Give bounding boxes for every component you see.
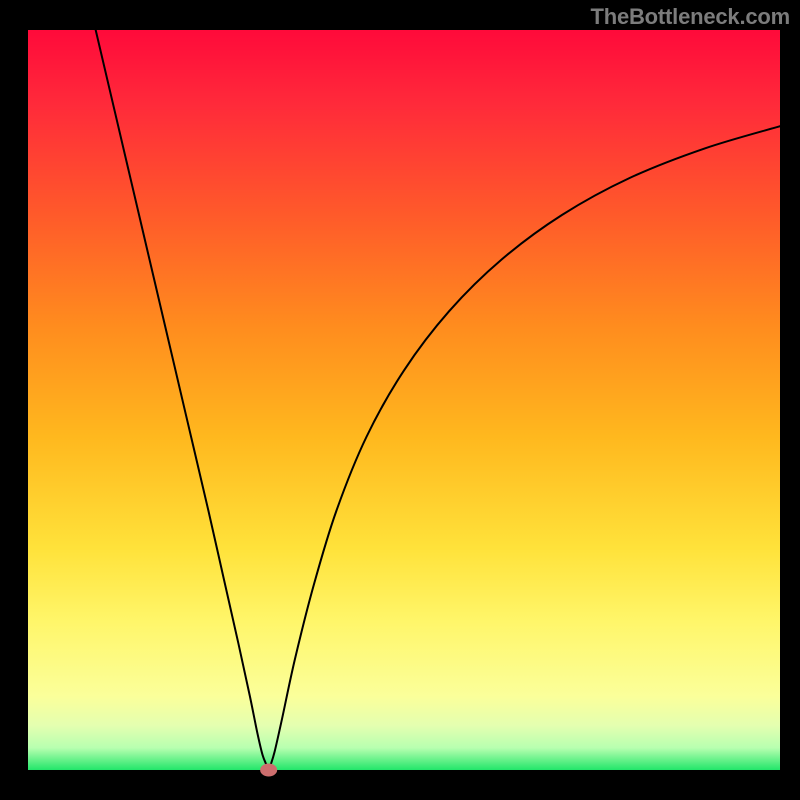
chart-container: TheBottleneck.com [0,0,800,800]
bottleneck-gradient-chart [0,0,800,800]
optimal-point-marker [261,764,277,776]
watermark-text: TheBottleneck.com [590,4,790,30]
chart-gradient-bg [28,30,780,770]
